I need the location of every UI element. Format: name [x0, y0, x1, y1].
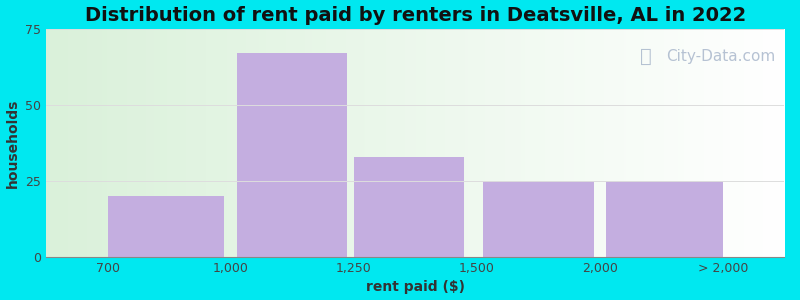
- X-axis label: rent paid ($): rent paid ($): [366, 280, 465, 294]
- Bar: [483, 181, 594, 257]
- Y-axis label: households: households: [6, 98, 19, 188]
- Bar: [354, 157, 465, 257]
- Text: ⌕: ⌕: [641, 47, 652, 66]
- Bar: [237, 53, 347, 257]
- Text: City-Data.com: City-Data.com: [666, 49, 775, 64]
- Title: Distribution of rent paid by renters in Deatsville, AL in 2022: Distribution of rent paid by renters in …: [85, 6, 746, 25]
- Bar: [606, 181, 723, 257]
- Bar: [107, 196, 225, 257]
